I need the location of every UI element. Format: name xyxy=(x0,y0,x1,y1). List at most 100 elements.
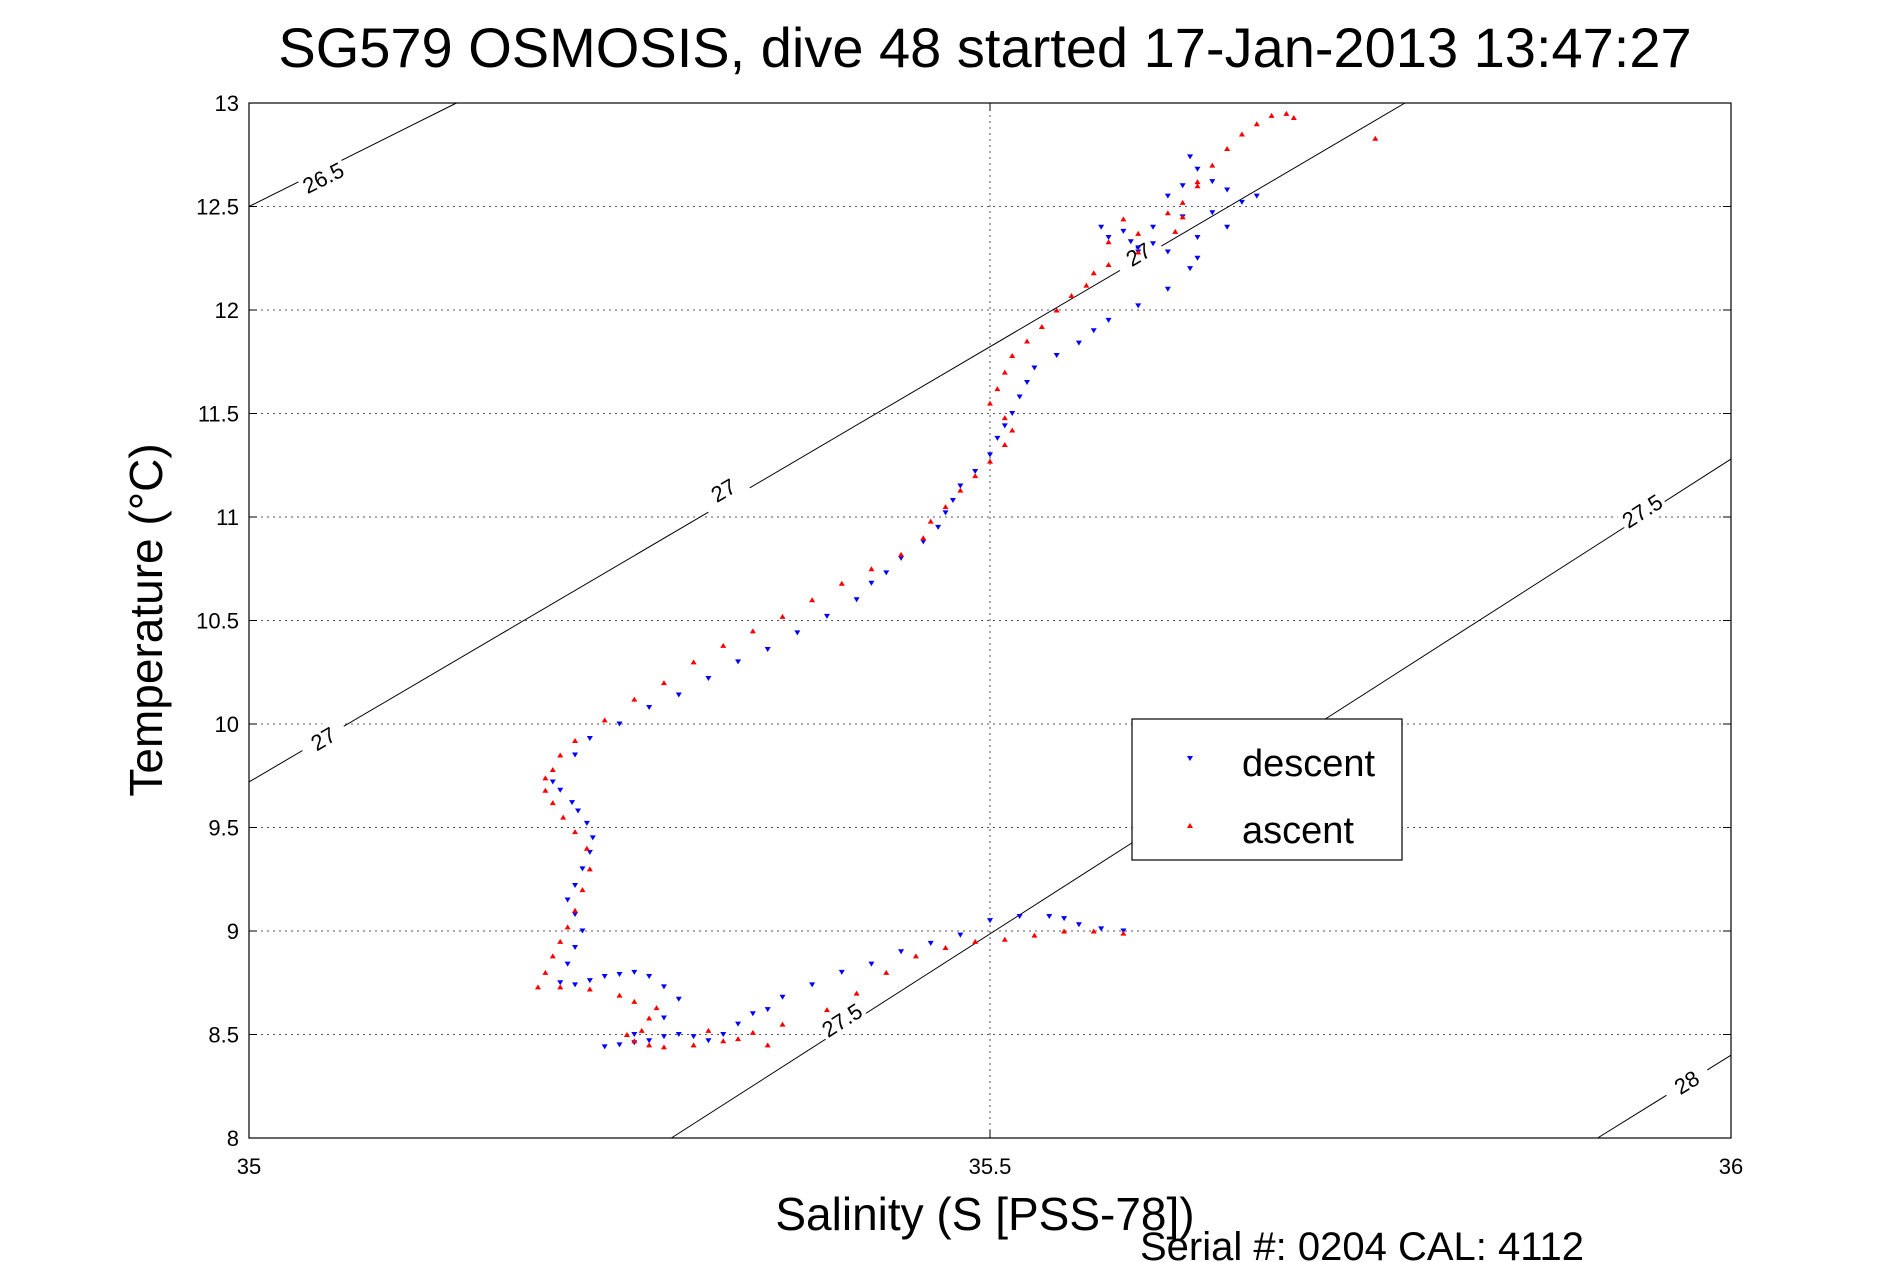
ascent-point xyxy=(690,659,697,665)
descent-point xyxy=(586,849,593,855)
descent-point xyxy=(675,1032,682,1037)
descent-point xyxy=(720,1032,727,1037)
descent-point xyxy=(809,982,816,988)
ascent-point xyxy=(1061,928,1068,934)
ascent-point xyxy=(920,535,927,541)
ascent-point xyxy=(720,1038,727,1044)
y-tick-label: 12.5 xyxy=(196,195,239,220)
descent-point xyxy=(1209,210,1216,216)
ascent-point xyxy=(631,696,638,702)
descent-point xyxy=(927,940,934,946)
y-tick-label: 8.5 xyxy=(208,1023,239,1048)
descent-point xyxy=(572,882,579,888)
descent-point xyxy=(557,787,564,793)
y-tick-label: 9 xyxy=(227,919,239,944)
descent-point xyxy=(616,721,623,727)
ascent-point xyxy=(838,580,845,586)
descent-point xyxy=(589,835,596,841)
descent-point xyxy=(646,704,653,710)
ascent-point xyxy=(638,1027,645,1033)
ascent-point xyxy=(542,775,549,781)
descent-point xyxy=(1024,379,1031,385)
descent-point xyxy=(764,1007,771,1013)
descent-point xyxy=(1194,255,1201,261)
descent-point xyxy=(1009,411,1016,416)
ascent-point xyxy=(779,613,786,619)
ascent-point xyxy=(1009,353,1016,359)
descent-point xyxy=(631,1032,638,1037)
descent-point xyxy=(572,945,579,951)
descent-point xyxy=(972,468,979,474)
ascent-point xyxy=(631,1038,638,1044)
descent-point xyxy=(660,984,667,990)
descent-point xyxy=(575,808,582,814)
descent-point xyxy=(898,949,905,955)
descent-point xyxy=(1150,241,1157,247)
ascent-point xyxy=(987,458,993,464)
descent-point xyxy=(616,1042,623,1048)
descent-point xyxy=(569,800,576,806)
ascent-point xyxy=(1172,228,1179,234)
ascent-point xyxy=(542,969,549,975)
ascent-point xyxy=(646,1015,653,1021)
ascent-series xyxy=(534,110,1379,1050)
y-axis-label: Temperature (°C) xyxy=(120,443,172,796)
y-tick-label: 11.5 xyxy=(198,402,239,427)
descent-point xyxy=(646,1038,653,1044)
x-axis-ticks: 35 35.5 36 xyxy=(237,103,1743,1179)
ascent-point xyxy=(557,984,564,990)
descent-point xyxy=(1164,193,1171,199)
ascent-point xyxy=(1290,114,1297,120)
ascent-point xyxy=(1135,249,1142,255)
ascent-point xyxy=(646,1042,653,1048)
descent-point xyxy=(1179,183,1186,189)
descent-point xyxy=(601,974,608,980)
descent-point xyxy=(794,630,801,636)
ascent-point xyxy=(994,386,1001,392)
descent-point xyxy=(557,980,564,986)
ascent-point xyxy=(1120,930,1127,936)
ascent-point xyxy=(853,990,860,996)
descent-point xyxy=(1164,286,1171,292)
contour-label-bg xyxy=(1614,486,1670,535)
ascent-point xyxy=(987,400,993,406)
ascent-point xyxy=(572,907,579,913)
ascent-point xyxy=(1001,442,1008,448)
descent-point xyxy=(1253,193,1260,199)
ascent-point xyxy=(572,738,579,744)
descent-point xyxy=(1075,922,1082,928)
ascent-point xyxy=(1053,307,1060,313)
descent-point xyxy=(942,510,949,516)
ascent-point xyxy=(1372,135,1379,141)
descent-point xyxy=(1098,224,1105,230)
y-tick-label: 10 xyxy=(215,712,239,737)
ascent-point xyxy=(1024,338,1031,344)
y-tick-label: 13 xyxy=(215,91,239,116)
x-axis-label: Salinity (S [PSS-78]) xyxy=(775,1188,1194,1240)
ascent-point xyxy=(912,953,919,959)
ascent-point xyxy=(1194,179,1201,185)
descent-point xyxy=(646,974,653,980)
y-tick-label: 9.5 xyxy=(208,816,239,841)
descent-point xyxy=(1061,916,1068,922)
grid-lines xyxy=(249,103,1731,1138)
descent-point xyxy=(735,1021,742,1027)
descent-point xyxy=(1135,303,1142,309)
ascent-point xyxy=(823,1007,830,1013)
descent-point xyxy=(994,435,1001,441)
descent-point xyxy=(572,911,579,917)
descent-point xyxy=(1031,365,1038,371)
descent-point xyxy=(853,597,860,603)
ascent-point xyxy=(705,1027,712,1033)
descent-point xyxy=(660,1034,667,1040)
ascent-point xyxy=(779,1021,786,1027)
ascent-point xyxy=(1090,928,1097,934)
y-tick-label: 11 xyxy=(216,505,239,530)
ascent-point xyxy=(1001,369,1008,375)
descent-point xyxy=(957,483,964,489)
ascent-point xyxy=(809,597,816,603)
chart-title: SG579 OSMOSIS, dive 48 started 17-Jan-20… xyxy=(278,16,1691,79)
descent-series xyxy=(549,154,1260,1050)
ascent-point xyxy=(557,938,564,944)
